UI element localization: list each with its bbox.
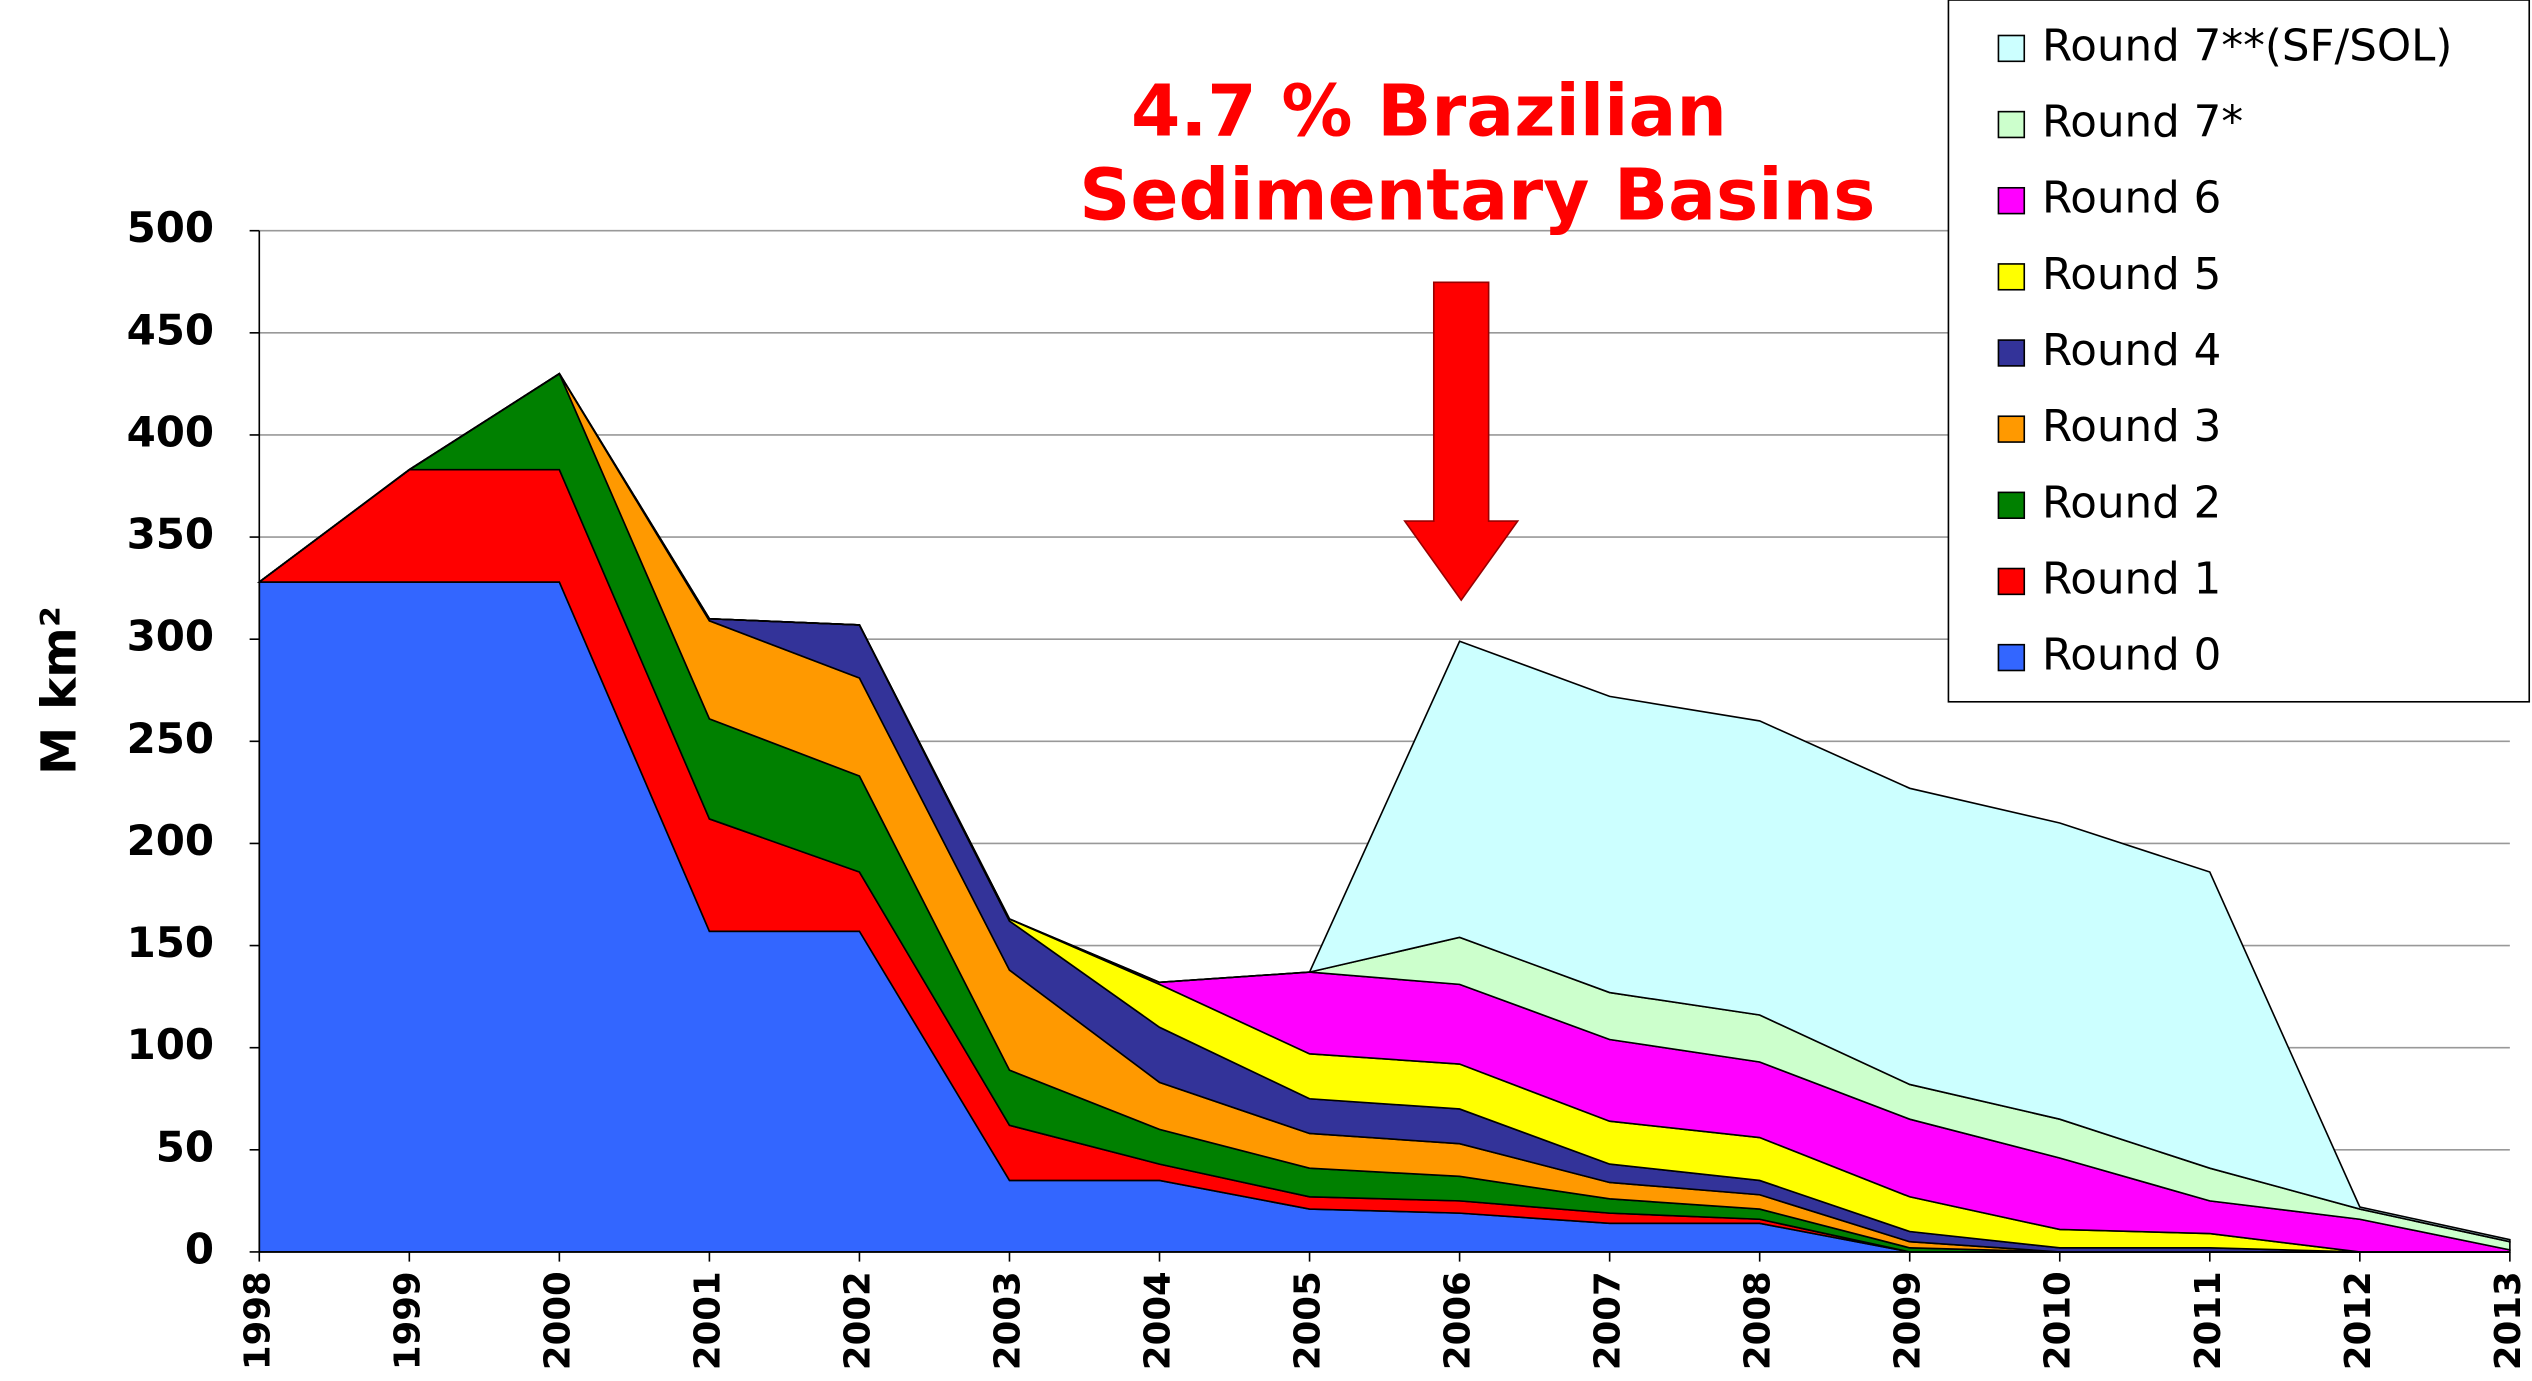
x-tick-label: 2010 [2038, 1271, 2079, 1370]
legend-label: Round 1 [2042, 554, 2221, 604]
x-tick-label: 2009 [1888, 1271, 1929, 1370]
areas [256, 372, 2511, 1253]
legend-label: Round 0 [2042, 631, 2221, 681]
x-tick-label: 2008 [1738, 1271, 1779, 1370]
legend-swatch [1997, 186, 2026, 215]
legend-swatch [1997, 110, 2026, 139]
y-tick-label: 500 [127, 203, 215, 252]
x-tick-label: 2001 [687, 1271, 728, 1370]
legend-swatch [1997, 339, 2026, 367]
axes: 0 50 100 150 200 250 300 350 400 450 500 1998 1999 20… [127, 203, 2529, 1370]
legend-label: Round 3 [2042, 402, 2221, 452]
annotation: 4.7 % Brazilian [1131, 70, 1727, 153]
x-tick-label: 1999 [387, 1271, 428, 1370]
x-tick-label: 2007 [1588, 1271, 1629, 1370]
legend-label: Round 2 [2042, 478, 2221, 528]
legend-label: Round 7* [2042, 98, 2243, 148]
y-tick-label: 100 [127, 1020, 215, 1069]
y-tick-label: 450 [127, 305, 215, 354]
x-tick-label: 2004 [1138, 1271, 1179, 1370]
arrow [1403, 281, 1520, 602]
y-tick-label: 400 [127, 407, 215, 456]
legend-swatch [1997, 263, 2026, 291]
legend-swatch [1997, 34, 2026, 63]
legend-label: Round 5 [2042, 250, 2221, 300]
x-tick-label: 2013 [2488, 1271, 2529, 1370]
x-tick-label: 2012 [2338, 1271, 2379, 1370]
legend-label: Round 7**(SF/SOL) [2042, 21, 2452, 71]
legend-swatch [1997, 491, 2026, 520]
y-tick-label: 0 [185, 1224, 214, 1273]
y-tick-label: 250 [127, 714, 215, 763]
y-axis-label: M km² [31, 606, 87, 775]
legend-swatch [1997, 415, 2026, 443]
x-tick-label: 2006 [1438, 1271, 1479, 1370]
x-tick-label: 1998 [237, 1271, 278, 1370]
y-tick-label: 150 [127, 918, 215, 967]
legend-swatch [1997, 567, 2026, 596]
x-tick-label: 2002 [837, 1271, 878, 1370]
x-tick-label: 2011 [2188, 1271, 2229, 1370]
y-tick-label: 50 [156, 1122, 214, 1171]
annotation: Sedimentary Basins [1079, 154, 1875, 237]
area [258, 372, 2511, 1243]
legend-swatch [1997, 643, 2026, 672]
legend-label: Round 6 [2042, 174, 2221, 224]
y-tick-label: 350 [127, 510, 215, 559]
x-tick-label: 2003 [987, 1271, 1028, 1370]
legend: Round 0 Round 1 Round 2 Round 3 Round 4 Round… [1947, 0, 2531, 703]
x-tick-label: 2000 [537, 1271, 578, 1370]
y-tick-label: 300 [127, 612, 215, 661]
x-tick-label: 2005 [1288, 1271, 1329, 1370]
legend-box [1947, 0, 2531, 703]
legend-label: Round 4 [2042, 326, 2221, 376]
y-tick-label: 200 [127, 816, 215, 865]
